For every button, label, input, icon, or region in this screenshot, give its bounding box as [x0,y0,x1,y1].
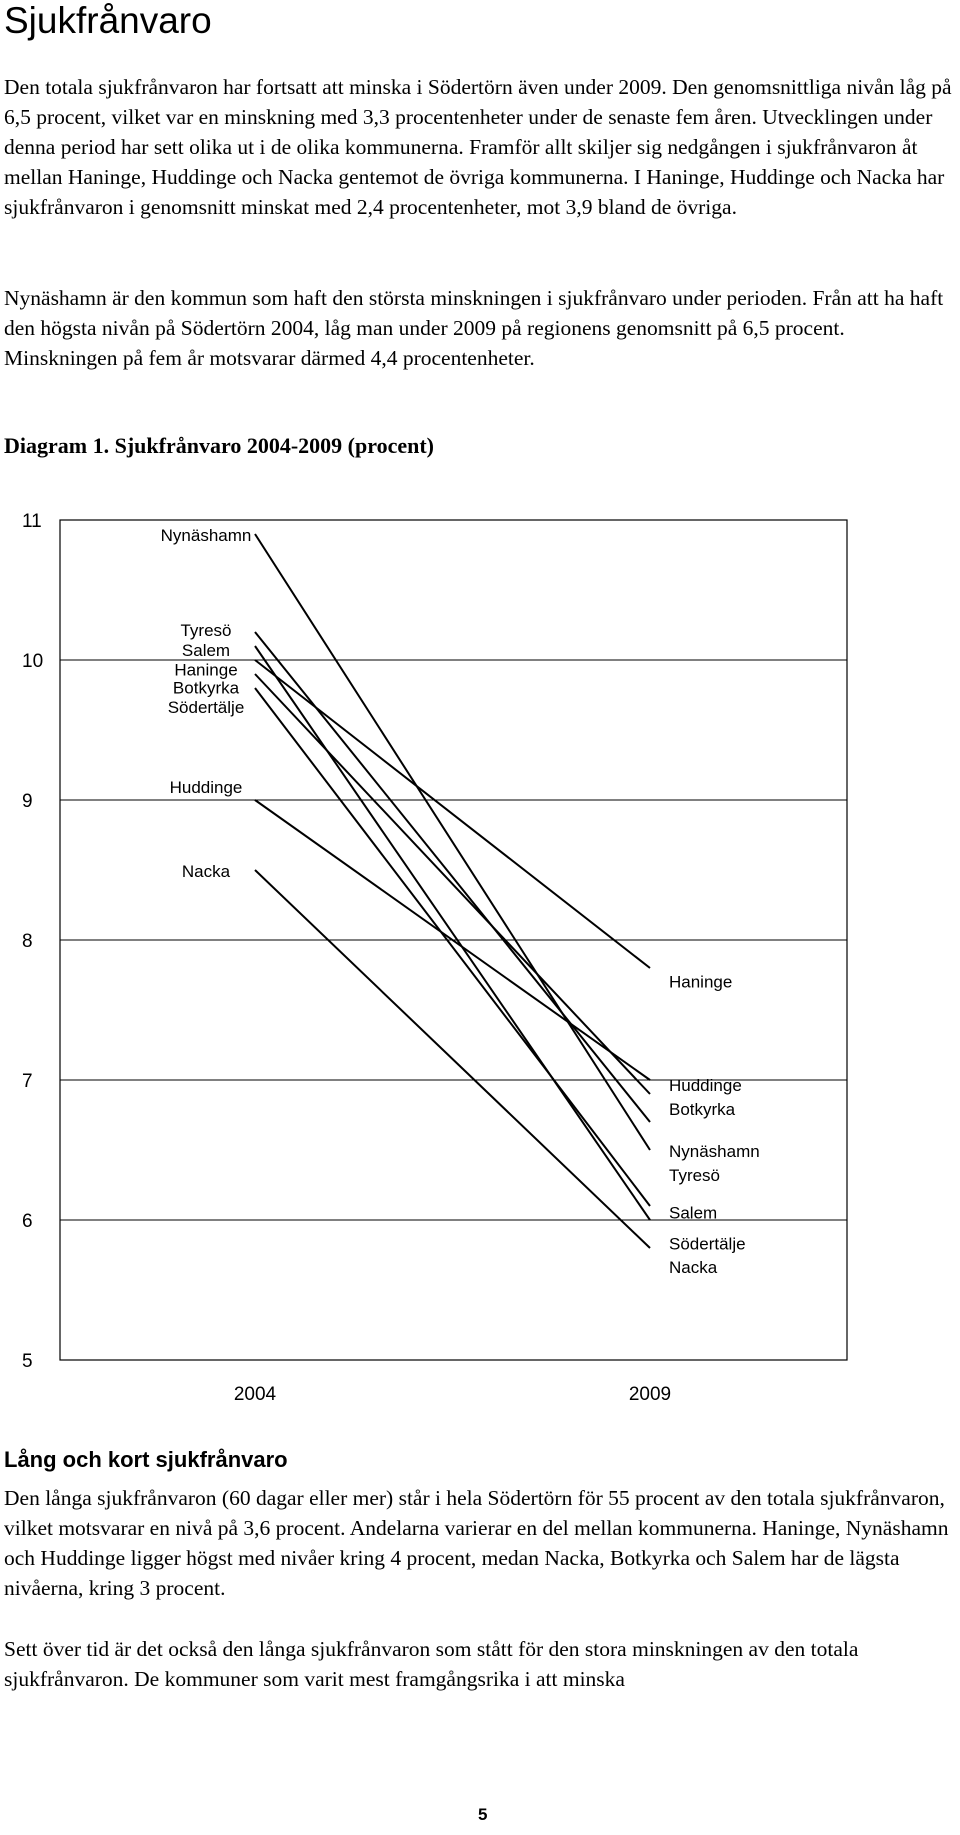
series-line-salem [254,645,651,1221]
right-series-label: Södertälje [669,1234,746,1253]
plot-frame [59,519,848,1361]
x-tick-label: 2009 [629,1384,671,1405]
y-tick-label: 5 [22,1351,33,1372]
y-tick-label: 9 [22,791,33,812]
y-tick-label: 11 [22,511,42,532]
page-number: 5 [478,1805,488,1824]
right-series-label: Nacka [669,1258,718,1277]
y-tick-label: 7 [22,1071,33,1092]
right-series-label: Salem [669,1204,717,1223]
right-series-label: Huddinge [669,1076,742,1095]
series-labels: NynäshamnTyresöSalemHaningeBotkyrkaSöder… [161,526,760,1277]
left-series-label: Tyresö [180,621,231,640]
series-line-haninge [254,659,651,969]
left-series-label: Nynäshamn [161,526,252,545]
left-series-label: Haninge [174,660,237,679]
y-tick-label: 8 [22,931,33,952]
series-line-huddinge [254,799,651,1081]
section-subheading: Lång och kort sjukfrånvaro [4,1447,288,1472]
nynashamn-paragraph: Nynäshamn är den kommun som haft den stö… [4,286,944,370]
left-series-label: Huddinge [170,778,243,797]
y-tick-label: 6 [22,1211,33,1232]
diagram-title: Diagram 1. Sjukfrånvaro 2004-2009 (proce… [4,433,434,458]
x-tick-label: 2004 [234,1384,277,1405]
long-sick-leave-paragraph: Den långa sjukfrånvaron (60 dagar eller … [4,1486,949,1600]
series-line-tyresö [254,631,651,1123]
series-line-södertälje [254,687,651,1207]
trend-paragraph: Sett över tid är det också den långa sju… [4,1637,859,1691]
right-series-label: Tyresö [669,1166,720,1185]
series-line-nacka [254,869,651,1249]
series-lines [254,533,651,1249]
left-series-label: Södertälje [168,698,245,717]
y-tick-label: 10 [22,651,43,672]
series-line-botkyrka [254,673,651,1095]
right-series-label: Haninge [669,973,732,992]
left-series-label: Nacka [182,862,231,881]
left-series-label: Botkyrka [173,679,240,698]
right-series-label: Nynäshamn [669,1142,760,1161]
y-axis-ticks: 11 10 9 8 7 6 5 [22,511,43,1372]
x-axis-ticks: 2004 2009 [234,1384,671,1405]
intro-paragraph: Den totala sjukfrånvaron har fortsatt at… [4,75,952,219]
right-series-label: Botkyrka [669,1100,736,1119]
series-line-nynäshamn [254,533,651,1151]
left-series-label: Salem [182,641,230,660]
page-heading: Sjukfrånvaro [4,0,212,41]
